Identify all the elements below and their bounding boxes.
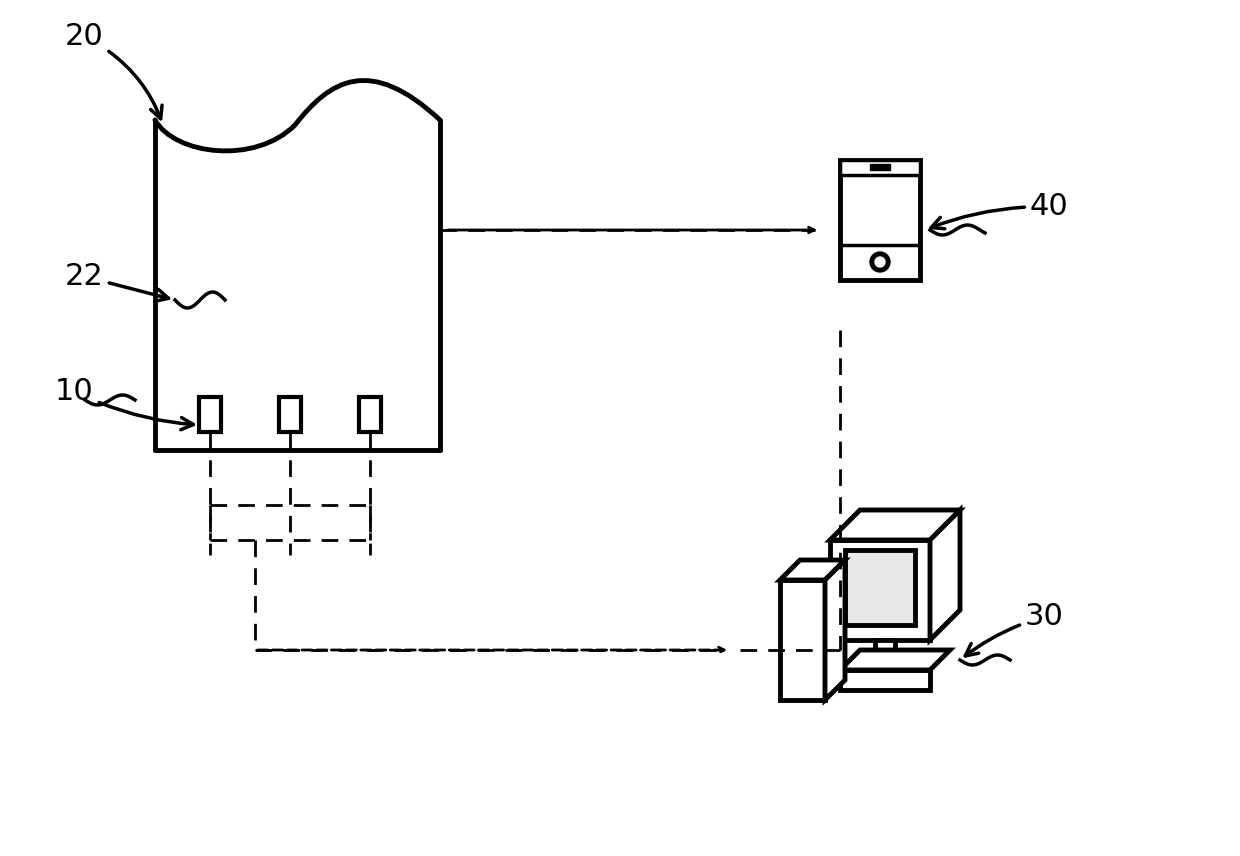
Polygon shape — [830, 510, 960, 540]
Polygon shape — [830, 540, 930, 640]
Text: 10: 10 — [55, 377, 193, 430]
Text: 40: 40 — [931, 192, 1069, 229]
Polygon shape — [839, 650, 950, 670]
Circle shape — [870, 252, 890, 272]
Polygon shape — [780, 560, 844, 580]
Circle shape — [875, 257, 885, 267]
Bar — [839, 160, 920, 280]
Polygon shape — [930, 510, 960, 640]
Bar — [279, 397, 301, 432]
Text: 22: 22 — [64, 262, 169, 301]
Polygon shape — [780, 580, 825, 700]
Text: 30: 30 — [965, 602, 1064, 656]
Text: 20: 20 — [64, 22, 162, 119]
Bar — [198, 397, 221, 432]
Bar — [360, 397, 381, 432]
Bar — [839, 160, 920, 175]
Polygon shape — [844, 550, 915, 625]
Polygon shape — [875, 640, 895, 670]
Polygon shape — [825, 560, 844, 700]
Bar — [870, 164, 890, 170]
Polygon shape — [839, 670, 930, 690]
